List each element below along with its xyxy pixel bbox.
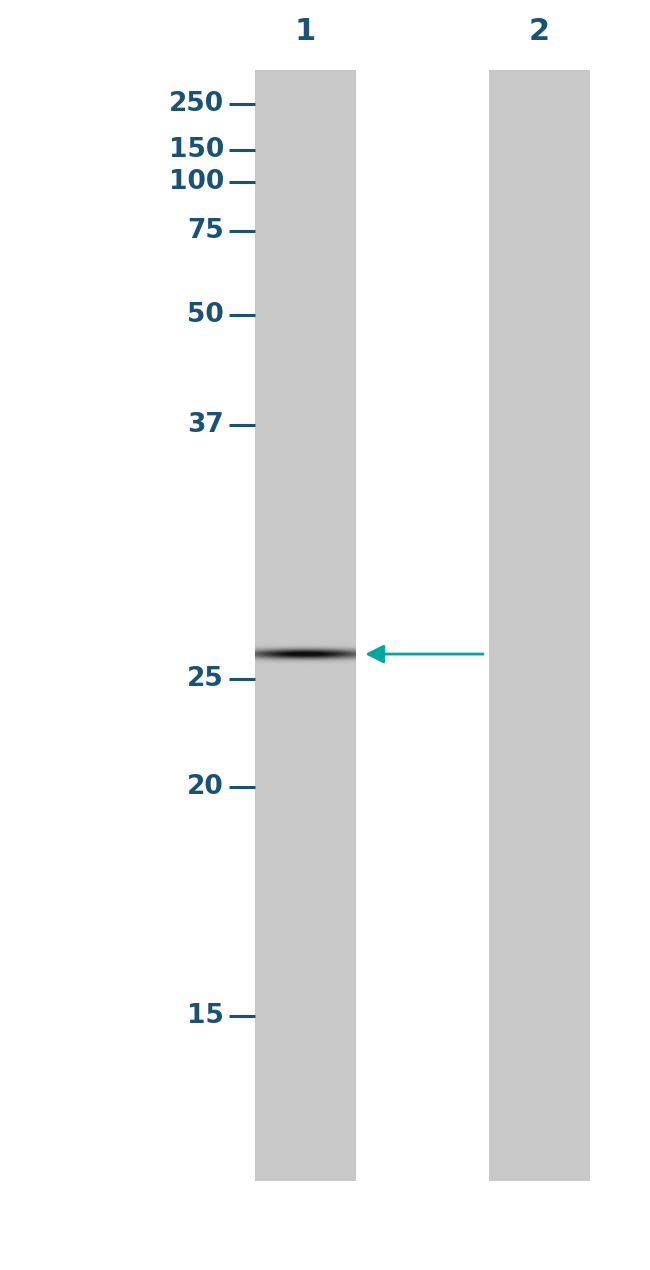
Text: 20: 20: [187, 775, 224, 800]
Text: 2: 2: [529, 18, 550, 46]
Text: 50: 50: [187, 302, 224, 328]
Bar: [255, 70, 356, 1181]
Text: 25: 25: [187, 667, 224, 692]
Text: 37: 37: [187, 413, 224, 438]
Text: 100: 100: [168, 169, 224, 194]
Bar: [489, 70, 590, 1181]
Text: 75: 75: [187, 218, 224, 244]
Text: 250: 250: [169, 91, 224, 117]
Text: 150: 150: [168, 137, 224, 163]
Text: 15: 15: [187, 1003, 224, 1029]
Text: 1: 1: [295, 18, 316, 46]
